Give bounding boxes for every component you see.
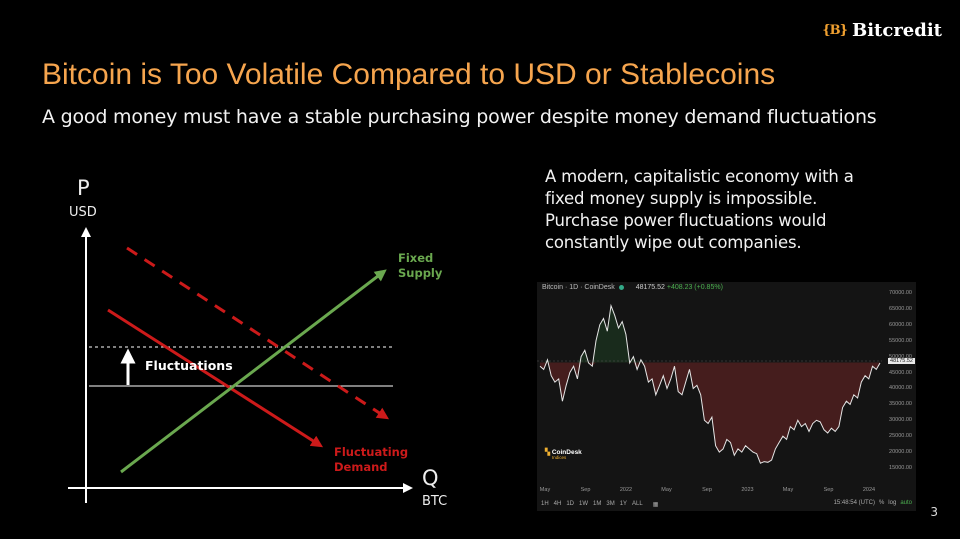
calendar-icon[interactable]: ▦ [652,501,659,508]
current-price-tag: 48175.52 [888,358,915,364]
chart-options: 15:48:54 (UTC) % log auto [834,500,912,506]
x-axis-unit: BTC [422,494,448,509]
chart-time: 15:48:54 (UTC) [833,500,875,506]
bitcredit-logo: {B} Bitcredit [822,20,942,41]
x-axis-letter: Q [422,466,439,490]
timeframe-button-4h[interactable]: 4H [553,501,562,507]
brand-name: Bitcredit [852,20,942,41]
gain-area [540,305,880,363]
live-dot-icon [618,284,624,290]
loss-area [540,362,880,464]
bitcoin-logo-icon: {B} [822,23,848,38]
timeframe-button-1h[interactable]: 1H [541,501,549,507]
demand-label: Fluctuating Demand [334,445,409,474]
time-tick-label: May [782,487,794,493]
price-tick-label: 25000.00 [889,433,912,440]
time-tick-label: May [539,487,551,493]
fluctuations-label: Fluctuations [145,358,233,373]
page-number: 3 [930,505,938,519]
price-line [539,303,881,464]
percent-toggle[interactable]: % [878,500,885,506]
coindesk-watermark: ▚ CoinDesk Indices [545,449,582,460]
chart-change: +408.23 (+0.85%) [666,284,723,291]
price-tick-label: 40000.00 [889,385,912,392]
auto-toggle[interactable]: auto [900,500,912,506]
price-tick-label: 30000.00 [889,417,912,424]
note-text: A modern, capitalistic economy with a fi… [545,167,854,252]
supply-demand-diagram: P USD Q BTC Fixed Supply Fluctuating Dem… [0,170,520,539]
price-tick-label: 50000.00 [889,353,912,360]
time-tick-label: 2023 [741,487,754,493]
time-tick-label: Sep [580,487,591,493]
demand-shifted-line [126,246,390,420]
coindesk-logo-icon: ▚ [545,449,550,456]
price-tick-label: 15000.00 [889,465,912,471]
price-tick-label: 45000.00 [889,369,912,376]
price-tick-label: 20000.00 [889,449,912,456]
chart-header: Bitcoin · 1D · CoinDesk 48175.52 +408.23… [542,284,723,291]
y-axis-unit: USD [69,205,97,220]
price-tick-label: 55000.00 [889,337,912,344]
price-canvas [537,303,882,464]
chart-price: 48175.52 [635,284,665,291]
timeframe-buttons: 1H 4H 1D 1W 1M 3M 1Y ALL [541,501,643,507]
timeframe-button-all[interactable]: ALL [632,501,643,507]
demand-line [107,308,324,448]
timeframe-button-1d[interactable]: 1D [566,501,575,507]
bitcoin-price-chart[interactable]: Bitcoin · 1D · CoinDesk 48175.52 +408.23… [537,282,916,511]
chart-symbol: Bitcoin · 1D · CoinDesk [542,284,615,291]
timeframe-button-3m[interactable]: 3M [606,501,615,507]
diagram-canvas [68,227,413,503]
slide-subtitle: A good money must have a stable purchasi… [42,106,877,128]
time-tick-label: Sep [823,487,834,493]
time-tick-label: May [661,487,672,493]
price-tick-label: 70000.00 [889,290,912,296]
timeframe-button-1y[interactable]: 1Y [619,501,628,507]
time-tick-label: 2022 [619,487,633,493]
timeframe-button-1w[interactable]: 1W [579,501,589,507]
price-tick-label: 65000.00 [889,305,912,312]
supply-label: Fixed Supply [398,251,443,280]
price-tick-label: 35000.00 [889,401,912,408]
timeframe-button-1m[interactable]: 1M [593,501,602,507]
price-tick-label: 60000.00 [889,321,912,328]
time-tick-label: Sep [702,487,712,493]
slide-title: Bitcoin is Too Volatile Compared to USD … [42,58,776,91]
log-toggle[interactable]: log [888,500,897,506]
time-tick-label: 2024 [862,487,876,493]
supply-line [120,269,387,474]
chart-toolbar: 1H 4H 1D 1W 1M 3M 1Y ALL ▦ 15:48:54 (UTC) % log… [537,497,916,511]
y-axis-letter: P [77,176,90,200]
